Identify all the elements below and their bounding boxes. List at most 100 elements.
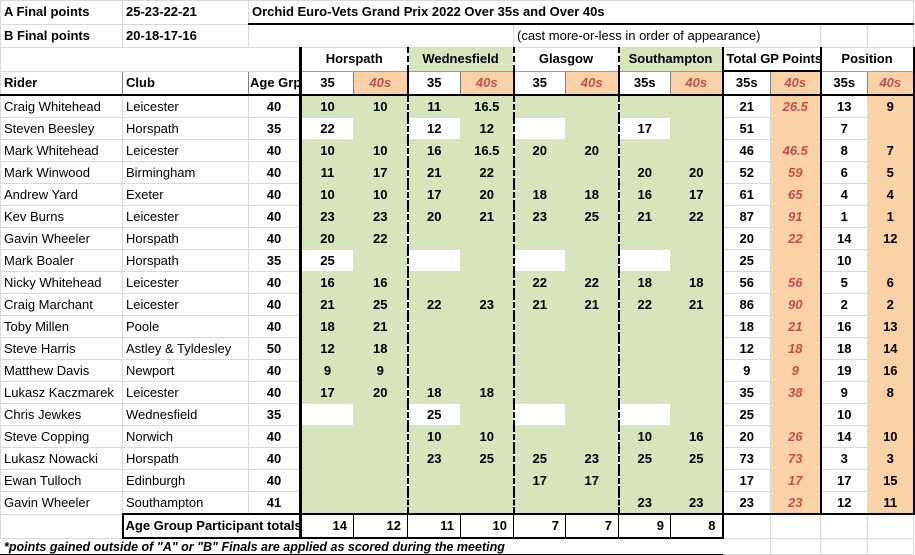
rider-name-cell[interactable]: Chris Jewkes <box>0 403 123 426</box>
position-35-cell[interactable]: 10 <box>819 403 868 426</box>
position-40-cell[interactable] <box>866 117 915 140</box>
score-cell[interactable]: 18 <box>617 271 671 294</box>
position-35-cell[interactable]: 17 <box>819 469 868 492</box>
club-cell[interactable]: Astley & Tyldesley <box>122 337 249 360</box>
participant-total-cell[interactable]: 9 <box>618 513 671 539</box>
score-cell[interactable]: 23 <box>353 205 408 228</box>
score-cell[interactable] <box>670 117 723 140</box>
score-cell[interactable] <box>460 469 514 492</box>
score-cell[interactable] <box>512 337 566 360</box>
score-cell[interactable] <box>299 469 354 492</box>
score-cell[interactable] <box>299 491 354 515</box>
score-cell[interactable]: 21 <box>670 293 723 316</box>
position-35-cell[interactable]: 4 <box>819 183 868 206</box>
score-cell[interactable] <box>460 227 514 250</box>
score-cell[interactable] <box>406 227 461 250</box>
participant-total-cell[interactable]: 7 <box>513 513 566 539</box>
rider-name-cell[interactable]: Kev Burns <box>0 205 123 228</box>
score-cell[interactable]: 21 <box>565 293 619 316</box>
score-cell[interactable] <box>460 403 514 426</box>
total-40-cell[interactable]: 56 <box>770 271 821 294</box>
rider-name-cell[interactable]: Steve Harris <box>0 337 123 360</box>
rider-name-cell[interactable]: Andrew Yard <box>0 183 123 206</box>
rider-name-cell[interactable]: Nicky Whitehead <box>0 271 123 294</box>
age-group-cell[interactable]: 40 <box>248 425 301 448</box>
total-40-cell[interactable]: 73 <box>770 447 821 470</box>
score-cell[interactable] <box>353 249 408 272</box>
position-40-cell[interactable] <box>866 249 915 272</box>
score-cell[interactable] <box>512 491 566 515</box>
score-cell[interactable] <box>460 491 514 515</box>
age-group-cell[interactable]: 40 <box>248 94 301 118</box>
score-cell[interactable] <box>512 117 566 140</box>
total-40-cell[interactable]: 38 <box>770 381 821 404</box>
club-cell[interactable]: Edinburgh <box>122 469 249 492</box>
club-cell[interactable]: Leicester <box>122 94 249 118</box>
score-cell[interactable] <box>512 359 566 382</box>
position-40-cell[interactable]: 1 <box>866 205 915 228</box>
total-40-cell[interactable]: 65 <box>770 183 821 206</box>
club-cell[interactable]: Norwich <box>122 425 249 448</box>
score-cell[interactable]: 23 <box>460 293 514 316</box>
total-35-cell[interactable]: 52 <box>721 161 771 184</box>
score-cell[interactable]: 16 <box>617 183 671 206</box>
position-35-cell[interactable]: 8 <box>819 139 868 162</box>
score-cell[interactable] <box>617 381 671 404</box>
score-cell[interactable]: 23 <box>406 447 461 470</box>
rider-name-cell[interactable]: Mark Whitehead <box>0 139 123 162</box>
score-cell[interactable] <box>617 403 671 426</box>
position-35-cell[interactable]: 2 <box>819 293 868 316</box>
rider-name-cell[interactable]: Matthew Davis <box>0 359 123 382</box>
score-cell[interactable]: 16.5 <box>460 139 514 162</box>
score-cell[interactable] <box>565 359 619 382</box>
score-cell[interactable] <box>353 425 408 448</box>
score-cell[interactable]: 25 <box>512 447 566 470</box>
total-40-cell[interactable]: 46.5 <box>770 139 821 162</box>
score-cell[interactable] <box>406 249 461 272</box>
position-35-cell[interactable]: 14 <box>819 425 868 448</box>
score-cell[interactable]: 10 <box>406 425 461 448</box>
age-group-cell[interactable]: 40 <box>248 139 301 162</box>
rider-name-cell[interactable]: Lukasz Nowacki <box>0 447 123 470</box>
score-cell[interactable]: 16 <box>670 425 723 448</box>
score-cell[interactable]: 21 <box>299 293 354 316</box>
total-35-cell[interactable]: 35 <box>721 381 771 404</box>
position-40-cell[interactable]: 15 <box>866 469 915 492</box>
total-40-cell[interactable]: 23 <box>770 491 821 515</box>
score-cell[interactable]: 12 <box>406 117 461 140</box>
total-40-cell[interactable]: 91 <box>770 205 821 228</box>
age-group-cell[interactable]: 35 <box>248 117 301 140</box>
score-cell[interactable] <box>299 403 354 426</box>
score-cell[interactable] <box>670 227 723 250</box>
age-group-cell[interactable]: 35 <box>248 403 301 426</box>
score-cell[interactable]: 12 <box>460 117 514 140</box>
club-cell[interactable]: Poole <box>122 315 249 338</box>
age-group-cell[interactable]: 40 <box>248 359 301 382</box>
score-cell[interactable] <box>670 94 723 118</box>
score-cell[interactable]: 21 <box>353 315 408 338</box>
score-cell[interactable]: 20 <box>299 227 354 250</box>
score-cell[interactable] <box>670 139 723 162</box>
age-group-cell[interactable]: 41 <box>248 491 301 515</box>
age-group-cell[interactable]: 40 <box>248 183 301 206</box>
score-cell[interactable]: 16 <box>406 139 461 162</box>
participant-total-cell[interactable]: 11 <box>407 513 461 539</box>
score-cell[interactable] <box>565 491 619 515</box>
total-40-cell[interactable]: 22 <box>770 227 821 250</box>
score-cell[interactable]: 17 <box>353 161 408 184</box>
rider-name-cell[interactable]: Steve Copping <box>0 425 123 448</box>
club-cell[interactable]: Exeter <box>122 183 249 206</box>
score-cell[interactable]: 17 <box>565 469 619 492</box>
participant-total-cell[interactable]: 7 <box>565 513 619 539</box>
total-35-cell[interactable]: 61 <box>721 183 771 206</box>
position-35-cell[interactable]: 9 <box>819 381 868 404</box>
score-cell[interactable]: 12 <box>299 337 354 360</box>
score-cell[interactable]: 11 <box>406 94 461 118</box>
score-cell[interactable] <box>670 315 723 338</box>
position-40-cell[interactable]: 4 <box>866 183 915 206</box>
total-40-cell[interactable]: 9 <box>770 359 821 382</box>
total-35-cell[interactable]: 20 <box>721 425 771 448</box>
position-40-cell[interactable]: 3 <box>866 447 915 470</box>
club-cell[interactable]: Southampton <box>122 491 249 515</box>
score-cell[interactable]: 17 <box>406 183 461 206</box>
